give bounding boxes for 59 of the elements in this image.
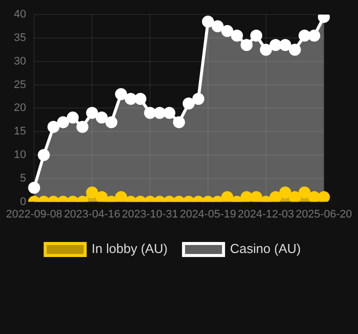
x-tick-label: 2022-09-08: [6, 208, 62, 220]
x-tick-label: 2023-10-31: [122, 208, 178, 220]
y-tick-label: 40: [14, 8, 26, 21]
legend-label: In lobby (AU): [92, 241, 168, 256]
point: [230, 30, 243, 42]
point: [308, 30, 320, 42]
point: [279, 39, 292, 52]
point: [270, 39, 282, 52]
point: [86, 106, 98, 119]
point: [57, 116, 70, 128]
x-tick-label: 2024-05-19: [180, 208, 236, 220]
point: [260, 44, 272, 56]
point: [134, 92, 146, 105]
point: [212, 20, 224, 32]
point: [240, 39, 253, 52]
point: [96, 112, 108, 124]
point: [192, 92, 204, 105]
point: [288, 191, 301, 202]
point: [105, 116, 118, 128]
point: [221, 191, 234, 202]
point: [96, 191, 108, 202]
point: [308, 191, 320, 202]
y-tick-label: 0: [20, 196, 26, 208]
legend-label: Casino (AU): [230, 241, 301, 256]
point: [124, 92, 137, 105]
y-tick-label: 20: [14, 102, 26, 114]
point: [66, 112, 79, 124]
point: [298, 186, 311, 198]
x-tick-label: 2023-04-16: [64, 208, 120, 220]
y-tick-label: 10: [14, 149, 26, 162]
point: [163, 106, 176, 119]
y-tick-label: 25: [14, 78, 26, 91]
point: [115, 191, 128, 202]
y-tick-label: 30: [14, 55, 26, 68]
point: [240, 191, 253, 202]
point: [250, 30, 262, 42]
point: [76, 120, 88, 133]
point: [288, 44, 301, 56]
y-tick-label: 35: [14, 32, 26, 44]
point: [279, 186, 292, 198]
point: [38, 149, 50, 161]
point: [318, 191, 330, 202]
point: [47, 120, 60, 133]
point: [202, 16, 214, 28]
point: [270, 191, 282, 202]
point: [154, 106, 166, 119]
point: [86, 186, 98, 198]
point: [182, 98, 195, 110]
x-tick-label: 2024-12-03: [238, 208, 294, 220]
point: [144, 106, 156, 119]
x-tick-label: 2025-06-20: [296, 208, 352, 220]
y-tick-label: 5: [20, 172, 26, 184]
point: [115, 88, 128, 100]
point: [298, 30, 311, 42]
point: [28, 182, 40, 194]
y-tick-label: 15: [14, 126, 26, 138]
point: [173, 116, 185, 128]
point: [221, 24, 234, 37]
point: [250, 191, 262, 202]
